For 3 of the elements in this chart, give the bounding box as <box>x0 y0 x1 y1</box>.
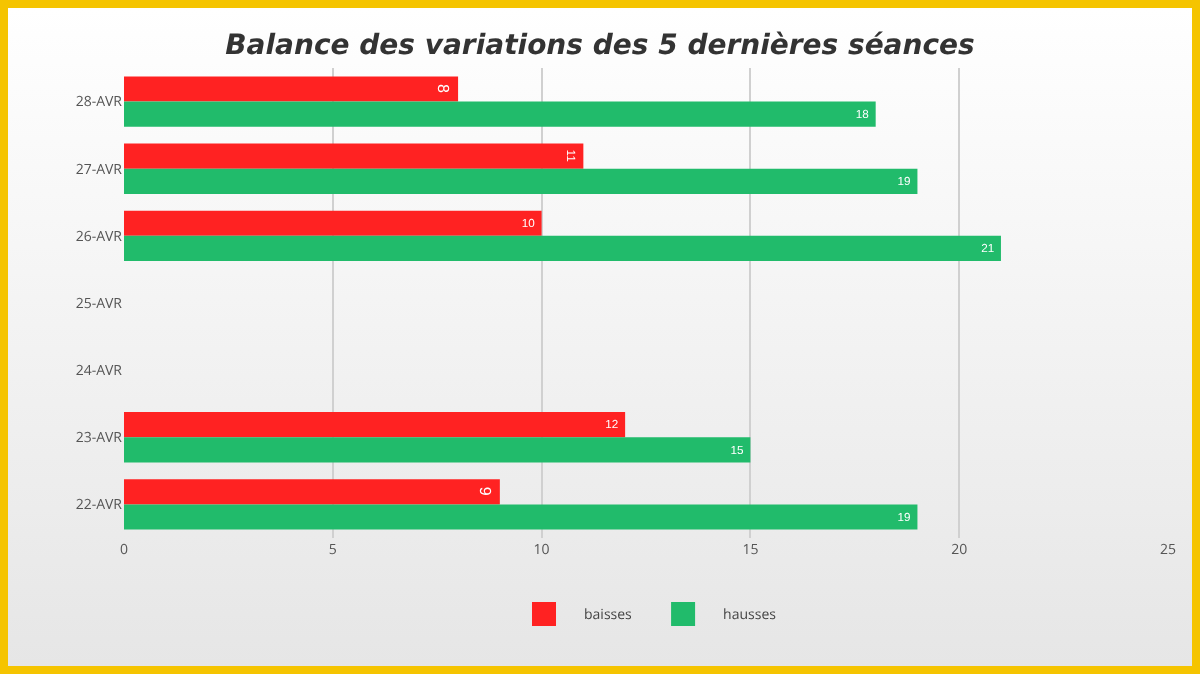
chart-title: Balance des variations des 5 dernières séances <box>225 29 975 62</box>
data-label: 9 <box>475 486 494 497</box>
data-label: 8 <box>434 83 453 94</box>
